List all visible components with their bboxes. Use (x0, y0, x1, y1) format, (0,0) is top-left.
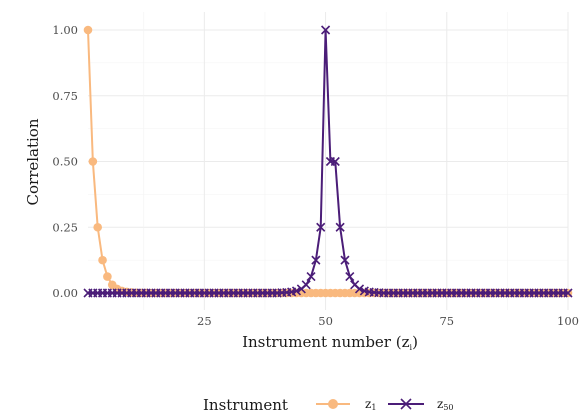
data-point (83, 25, 93, 35)
y-tick-label: 1.00 (52, 23, 78, 37)
x-tick-label: 100 (557, 314, 579, 328)
data-point (88, 157, 98, 166)
x-axis-title: Instrument number (zi) (242, 333, 418, 352)
x-tick-label: 25 (197, 314, 212, 328)
data-point (563, 288, 573, 298)
legend-label-z1: z1 (365, 397, 376, 412)
y-tick-label: 0.25 (52, 220, 78, 234)
legend: Instrument z1 z50 (203, 396, 454, 412)
legend-marker (400, 398, 412, 410)
x-tick-label: 50 (318, 314, 333, 328)
data-point (321, 25, 331, 35)
legend-key-z1 (316, 399, 350, 409)
x-axis-title-main: Instrument number (z (242, 333, 410, 351)
legend-label-z50: z50 (437, 397, 454, 412)
data-point (316, 222, 326, 232)
x-axis-title-suffix: ) (412, 333, 418, 351)
data-point (301, 280, 311, 290)
data-point (335, 222, 345, 232)
grid (88, 12, 569, 310)
x-axis-title-sub: i (410, 343, 413, 352)
series-z50 (83, 25, 573, 298)
y-tick-labels: 0.00 0.25 0.50 0.75 1.00 (52, 23, 78, 300)
legend-marker (328, 399, 338, 409)
data-point (330, 156, 340, 167)
legend-key-z50 (388, 398, 424, 410)
data-point (311, 255, 321, 265)
y-axis-title: Correlation (24, 118, 42, 205)
series-line (88, 29, 568, 294)
y-tick-label: 0.00 (52, 286, 78, 300)
data-point (98, 255, 107, 265)
data-point (354, 284, 365, 294)
data-point (103, 272, 112, 281)
data-point (345, 271, 355, 282)
data-point (93, 222, 102, 232)
y-tick-label: 0.75 (52, 89, 78, 103)
x-tick-label: 75 (439, 314, 454, 328)
data-point (306, 271, 316, 282)
data-point (340, 255, 350, 265)
legend-title: Instrument (203, 396, 288, 412)
y-tick-label: 0.50 (52, 155, 78, 169)
data-point (291, 286, 302, 296)
series-layer (83, 25, 573, 298)
x-tick-labels: 25 50 75 100 (197, 314, 579, 328)
